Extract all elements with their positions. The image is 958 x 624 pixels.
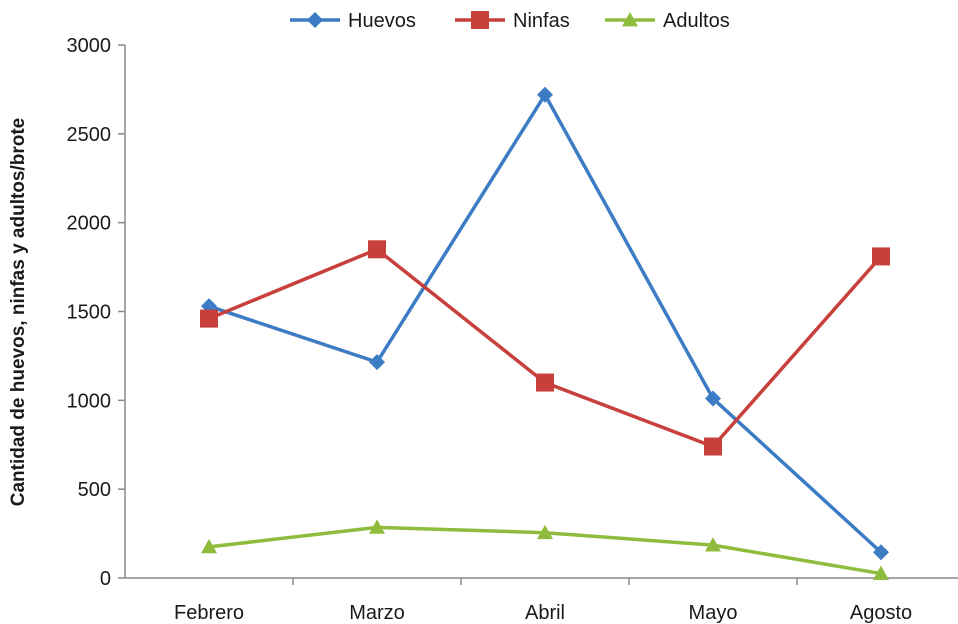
data-point-ninfas: [368, 240, 386, 259]
data-point-ninfas: [200, 309, 218, 328]
data-point-ninfas: [536, 373, 554, 392]
data-point-ninfas: [704, 437, 722, 456]
legend-label-ninfas: Ninfas: [513, 10, 570, 32]
y-tick-label: 2500: [67, 124, 112, 146]
data-point-adultos: [201, 538, 217, 554]
data-point-adultos: [537, 524, 553, 540]
y-axis: 0 500 1000 1500 2000 2500 3000: [67, 35, 126, 590]
y-tick-label: 1000: [67, 390, 112, 412]
legend: Huevos Ninfas Adultos: [290, 10, 730, 32]
x-tick-label: Abril: [525, 602, 565, 624]
data-point-huevos: [369, 354, 385, 371]
series-huevos: [201, 86, 889, 561]
series-line-huevos: [208, 92, 883, 554]
data-point-huevos: [537, 86, 553, 103]
legend-marker-huevos: [307, 12, 323, 28]
y-tick-label: 0: [100, 568, 111, 590]
series-ninfas: [200, 240, 890, 456]
legend-item-adultos: Adultos: [605, 10, 730, 32]
y-tick-label: 2000: [67, 213, 112, 235]
legend-item-huevos: Huevos: [290, 10, 416, 32]
series-line-ninfas: [208, 247, 883, 449]
y-tick-label: 1500: [67, 302, 112, 324]
data-point-adultos: [873, 565, 889, 580]
legend-item-ninfas: Ninfas: [455, 10, 570, 32]
data-point-huevos: [873, 544, 889, 561]
data-point-huevos: [705, 390, 721, 407]
data-point-adultos: [705, 537, 721, 552]
data-series: [200, 86, 890, 580]
x-tick-label: Marzo: [349, 602, 405, 624]
series-adultos: [201, 519, 889, 580]
legend-marker-ninfas: [471, 11, 489, 29]
legend-marker-adultos: [622, 12, 638, 27]
y-axis-title: Cantidad de huevos, ninfas y adultos/bro…: [8, 118, 29, 507]
x-axis: Febrero Marzo Abril Mayo Agosto: [125, 577, 958, 624]
data-point-ninfas: [872, 247, 890, 266]
legend-label-huevos: Huevos: [348, 10, 416, 32]
y-tick-label: 3000: [67, 35, 112, 57]
x-tick-label: Agosto: [850, 602, 912, 624]
x-tick-label: Mayo: [689, 602, 738, 624]
x-tick-label: Febrero: [174, 602, 244, 624]
data-point-adultos: [369, 519, 385, 534]
legend-label-adultos: Adultos: [663, 10, 730, 32]
y-tick-label: 500: [78, 479, 111, 501]
